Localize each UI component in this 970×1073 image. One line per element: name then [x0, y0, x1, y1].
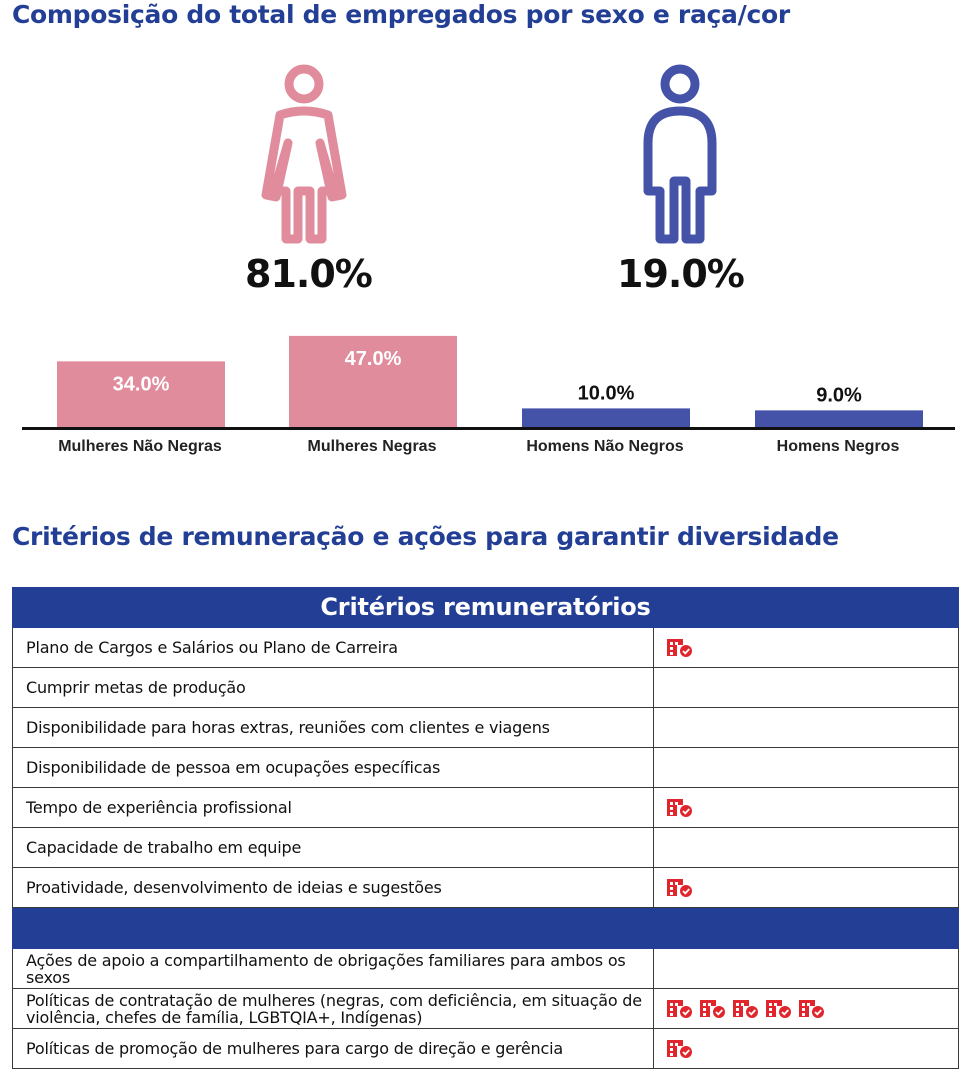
bar-2 [522, 408, 690, 428]
company-check-icon [667, 1000, 692, 1018]
row-label: Tempo de experiência profissional [12, 787, 654, 828]
table-row: Capacidade de trabalho em equipe [12, 827, 959, 868]
company-check-icon [799, 1000, 824, 1018]
row-icons [653, 1028, 959, 1069]
table-row: Proatividade, desenvolvimento de ideias … [12, 867, 959, 908]
company-check-icon [667, 799, 692, 817]
section-title-criteria: Critérios de remuneração e ações para ga… [12, 522, 839, 551]
bar-0 [57, 361, 225, 428]
bar-value-label-0: 34.0% [113, 373, 170, 395]
row-label: Cumprir metas de produção [12, 667, 654, 708]
man-icon [643, 64, 717, 244]
row-icons [653, 787, 959, 828]
table-row: Políticas de contratação de mulheres (ne… [12, 988, 959, 1029]
bar-3 [755, 410, 923, 428]
company-check-icon [766, 1000, 791, 1018]
row-icons [653, 867, 959, 908]
row-label: Políticas de contratação de mulheres (ne… [12, 988, 654, 1029]
row-icons [653, 948, 959, 989]
table-row: Plano de Cargos e Salários ou Plano de C… [12, 627, 959, 668]
men-percentage: 19.0% [617, 252, 745, 296]
section-band [12, 907, 959, 949]
row-label: Políticas de promoção de mulheres para c… [12, 1028, 654, 1069]
row-label: Proatividade, desenvolvimento de ideias … [12, 867, 654, 908]
row-icons [653, 667, 959, 708]
row-label: Disponibilidade de pessoa em ocupações e… [12, 747, 654, 788]
bar-value-label-3: 9.0% [816, 384, 862, 406]
table-row: Disponibilidade para horas extras, reuni… [12, 707, 959, 748]
women-percentage: 81.0% [245, 252, 373, 296]
company-check-icon [700, 1000, 725, 1018]
bar-value-label-1: 47.0% [345, 348, 402, 370]
row-icons [653, 988, 959, 1029]
category-label-0: Mulheres Não Negras [58, 438, 222, 455]
category-label-3: Homens Negros [777, 438, 900, 455]
category-label-1: Mulheres Negras [308, 438, 437, 455]
bar-value-label-2: 10.0% [578, 382, 635, 404]
bar-chart: 34.0% Mulheres Não Negras 47.0% Mulheres Ne… [22, 335, 955, 455]
table-row: Tempo de experiência profissional [12, 787, 959, 828]
table-row: Disponibilidade de pessoa em ocupações e… [12, 747, 959, 788]
row-icons [653, 707, 959, 748]
row-label: Disponibilidade para horas extras, reuni… [12, 707, 654, 748]
row-label: Ações de apoio a compartilhamento de obr… [12, 948, 654, 989]
section-band-cell [12, 907, 959, 949]
criteria-table: Critérios remuneratórios Plano de Cargos… [12, 587, 959, 1069]
row-label: Plano de Cargos e Salários ou Plano de C… [12, 627, 654, 668]
table-row: Cumprir metas de produção [12, 667, 959, 708]
section-title-composition: Composição do total de empregados por se… [12, 0, 790, 29]
category-label-2: Homens Não Negros [526, 438, 683, 455]
table-row: Ações de apoio a compartilhamento de obr… [12, 948, 959, 989]
company-check-icon [667, 879, 692, 897]
company-check-icon [667, 1040, 692, 1058]
table-row: Políticas de promoção de mulheres para c… [12, 1028, 959, 1069]
row-label: Capacidade de trabalho em equipe [12, 827, 654, 868]
bar-1 [289, 335, 457, 428]
row-icons [653, 827, 959, 868]
row-icons [653, 747, 959, 788]
row-icons [653, 627, 959, 668]
company-check-icon [733, 1000, 758, 1018]
woman-icon [261, 64, 347, 244]
table-header: Critérios remuneratórios [12, 587, 959, 628]
company-check-icon [667, 639, 692, 657]
